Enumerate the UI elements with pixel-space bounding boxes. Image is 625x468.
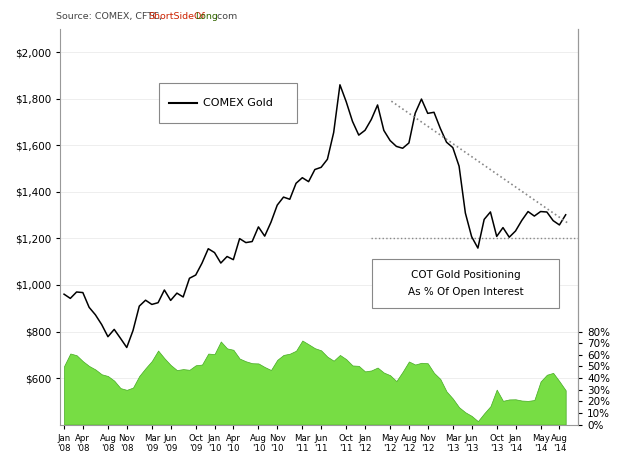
Text: .com: .com bbox=[214, 12, 237, 21]
Text: COMEX Gold: COMEX Gold bbox=[203, 98, 273, 108]
Text: COT Gold Positioning: COT Gold Positioning bbox=[411, 270, 521, 280]
Text: As % Of Open Interest: As % Of Open Interest bbox=[408, 286, 524, 297]
Text: Long: Long bbox=[195, 12, 218, 21]
Text: ShortSideOf: ShortSideOf bbox=[149, 12, 206, 21]
Text: Source: COMEX, CFTC,: Source: COMEX, CFTC, bbox=[56, 12, 166, 21]
